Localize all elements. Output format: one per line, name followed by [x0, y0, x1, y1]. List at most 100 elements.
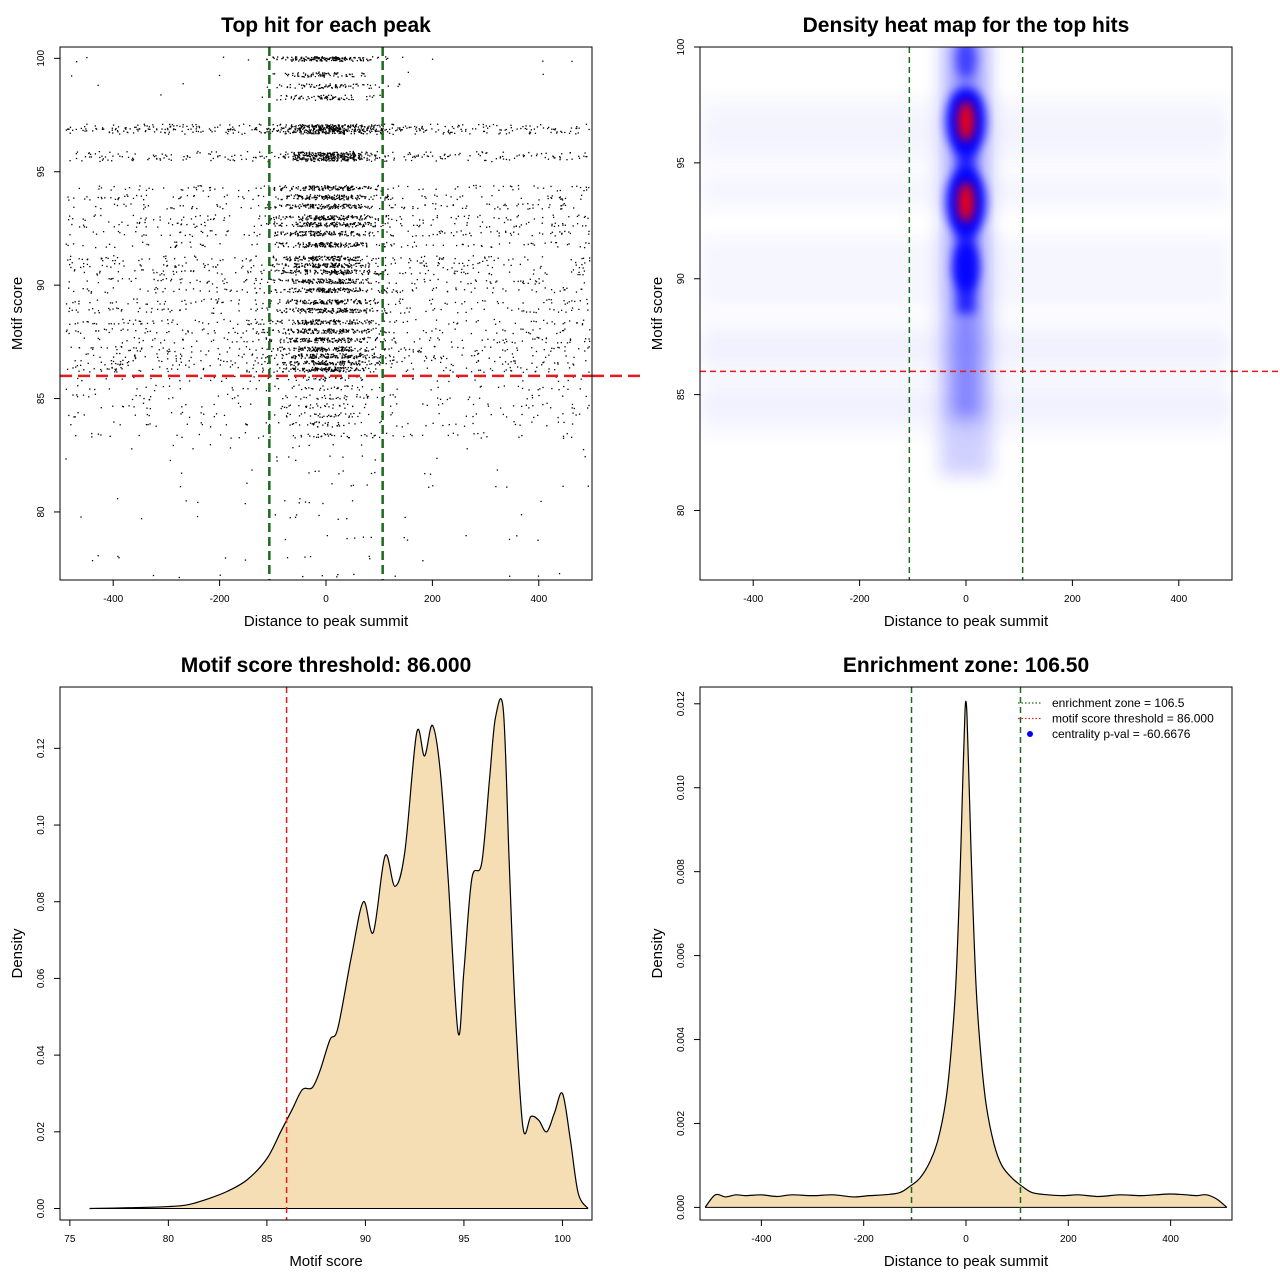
scatter-point: [323, 224, 326, 226]
scatter-point: [316, 56, 318, 58]
scatter-point: [281, 311, 283, 314]
scatter-point: [298, 194, 301, 197]
scatter-point: [319, 60, 321, 62]
scatter-point: [315, 223, 317, 226]
scatter-point: [252, 198, 254, 201]
scatter-point: [342, 309, 344, 311]
scatter-point: [304, 279, 307, 281]
scatter-point: [363, 269, 365, 272]
scatter-point: [280, 127, 283, 129]
scatter-point: [274, 289, 276, 291]
scatter-point: [343, 196, 345, 198]
scatter-point: [354, 216, 356, 218]
scatter-point: [493, 185, 495, 187]
scatter-point: [351, 258, 354, 261]
scatter-point: [379, 126, 381, 128]
scatter-point: [453, 235, 455, 237]
scatter-point: [208, 269, 210, 272]
scatter-point: [370, 320, 373, 322]
scatter-point: [319, 264, 321, 267]
scatter-point: [313, 233, 316, 235]
scatter-point: [170, 246, 172, 249]
scatter-point: [357, 152, 360, 155]
scatter-point: [193, 195, 196, 197]
scatter-point: [232, 132, 234, 134]
scatter-point: [350, 232, 352, 234]
scatter-point: [483, 130, 486, 133]
scatter-point: [295, 265, 298, 267]
scatter-point: [347, 187, 349, 190]
scatter-point: [289, 308, 291, 310]
scatter-point: [336, 259, 338, 261]
scatter-point: [494, 208, 496, 210]
scatter-point: [313, 133, 315, 135]
scatter-point: [284, 271, 287, 273]
scatter-point: [478, 262, 481, 264]
scatter-point: [490, 282, 492, 285]
scatter-point: [337, 129, 339, 131]
scatter-point: [285, 94, 288, 97]
scatter-point: [292, 155, 294, 158]
scatter-point: [336, 270, 338, 273]
scatter-point: [380, 225, 382, 228]
scatter-point: [310, 308, 312, 310]
scatter-point: [292, 58, 294, 60]
scatter-point: [284, 288, 286, 291]
scatter-point: [313, 302, 315, 304]
scatter-point: [439, 232, 441, 234]
scatter-point: [492, 287, 495, 289]
scatter-point: [485, 280, 488, 282]
scatter-point: [294, 95, 296, 97]
scatter-point: [523, 282, 525, 285]
scatter-point: [318, 244, 321, 247]
scatter-point: [160, 234, 163, 236]
scatter-point: [340, 156, 342, 158]
scatter-point: [254, 128, 256, 131]
scatter-point: [409, 153, 412, 155]
scatter-point: [78, 258, 80, 260]
scatter-point: [325, 320, 327, 322]
scatter-point: [118, 223, 120, 226]
scatter-point: [457, 126, 459, 128]
scatter-point: [354, 155, 357, 157]
scatter-point: [360, 242, 362, 244]
scatter-point: [552, 155, 554, 157]
scatter-point: [382, 129, 384, 131]
scatter-point: [373, 300, 375, 302]
scatter-point: [353, 126, 356, 129]
scatter-point: [256, 292, 258, 294]
scatter-point: [281, 127, 284, 130]
scatter-point: [228, 215, 231, 217]
scatter-point: [67, 196, 69, 198]
scatter-point: [320, 87, 323, 89]
scatter-point: [360, 195, 362, 197]
scatter-point: [559, 157, 562, 159]
scatter-point: [338, 311, 340, 313]
scatter-point: [166, 155, 168, 157]
scatter-point: [346, 320, 348, 322]
scatter-point: [347, 198, 349, 201]
scatter-point: [523, 310, 525, 312]
scatter-point: [82, 224, 85, 226]
scatter-point: [326, 272, 329, 274]
scatter-point: [366, 302, 369, 304]
scatter-point: [308, 207, 310, 209]
scatter-point: [334, 270, 336, 272]
scatter-point: [311, 83, 313, 86]
scatter-point: [333, 194, 336, 196]
scatter-point: [294, 204, 297, 206]
scatter-point: [314, 58, 316, 60]
scatter-point: [322, 233, 325, 235]
scatter-point: [343, 266, 345, 269]
scatter-point: [326, 265, 328, 268]
scatter-point: [306, 197, 309, 200]
scatter-point: [325, 291, 327, 293]
scatter-point: [493, 318, 495, 321]
scatter-point: [338, 264, 341, 266]
scatter-point: [337, 270, 339, 273]
scatter-point: [279, 242, 281, 244]
scatter-point: [121, 308, 123, 311]
scatter-point: [340, 279, 342, 281]
scatter-point: [290, 300, 292, 302]
scatter-point: [326, 303, 329, 305]
